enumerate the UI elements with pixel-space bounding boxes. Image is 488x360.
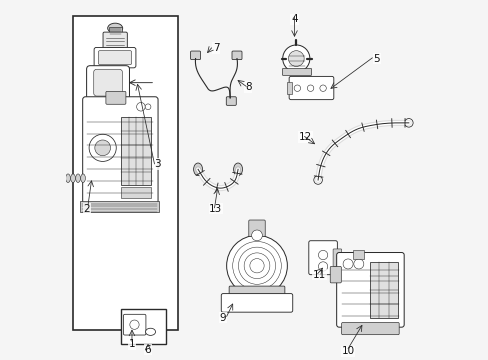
Circle shape (318, 250, 327, 260)
Bar (80, 201, 159, 212)
Circle shape (313, 176, 322, 184)
Bar (121, 117, 150, 185)
Text: 4: 4 (290, 14, 297, 24)
Circle shape (343, 259, 352, 269)
Circle shape (318, 262, 327, 271)
FancyBboxPatch shape (226, 97, 236, 105)
FancyBboxPatch shape (288, 76, 333, 100)
Circle shape (232, 242, 281, 290)
FancyBboxPatch shape (282, 68, 311, 75)
Circle shape (95, 140, 110, 156)
FancyBboxPatch shape (94, 48, 136, 68)
Text: 8: 8 (244, 82, 251, 92)
Text: 5: 5 (373, 54, 379, 64)
Text: 13: 13 (209, 203, 222, 213)
Circle shape (238, 247, 275, 284)
Circle shape (226, 235, 287, 296)
FancyBboxPatch shape (123, 314, 145, 335)
Bar (121, 309, 165, 344)
FancyBboxPatch shape (329, 266, 341, 283)
Ellipse shape (233, 163, 242, 176)
Ellipse shape (107, 23, 122, 33)
FancyBboxPatch shape (221, 294, 292, 312)
Bar (121, 187, 150, 198)
Text: 6: 6 (144, 345, 151, 355)
FancyBboxPatch shape (332, 249, 341, 266)
Circle shape (244, 253, 269, 279)
Circle shape (89, 134, 116, 161)
Bar (287, 82, 291, 94)
Bar (108, 27, 122, 35)
Ellipse shape (71, 174, 75, 183)
Bar (353, 249, 364, 258)
Circle shape (319, 85, 325, 91)
Circle shape (249, 258, 264, 273)
FancyBboxPatch shape (86, 66, 129, 100)
FancyBboxPatch shape (248, 220, 264, 237)
Circle shape (145, 104, 151, 110)
Bar (107, 47, 123, 52)
Circle shape (353, 259, 363, 269)
FancyBboxPatch shape (82, 97, 158, 204)
Circle shape (288, 51, 304, 66)
Circle shape (130, 320, 139, 329)
Ellipse shape (76, 174, 80, 183)
Text: 1: 1 (128, 339, 135, 349)
Text: 10: 10 (341, 346, 354, 356)
Ellipse shape (145, 328, 155, 336)
FancyBboxPatch shape (229, 286, 285, 297)
Text: 7: 7 (212, 43, 219, 53)
FancyBboxPatch shape (231, 51, 242, 60)
Text: 12: 12 (298, 132, 311, 142)
FancyBboxPatch shape (308, 241, 337, 275)
Circle shape (136, 103, 145, 111)
Circle shape (404, 118, 412, 127)
Ellipse shape (65, 174, 70, 183)
Text: 9: 9 (219, 312, 226, 323)
Text: 3: 3 (153, 159, 160, 169)
FancyBboxPatch shape (341, 323, 398, 335)
Circle shape (251, 230, 262, 241)
Circle shape (282, 45, 309, 72)
FancyBboxPatch shape (336, 252, 404, 327)
Ellipse shape (193, 163, 202, 176)
FancyBboxPatch shape (103, 32, 127, 49)
FancyBboxPatch shape (98, 51, 131, 64)
FancyBboxPatch shape (106, 91, 125, 104)
Bar (369, 262, 397, 318)
Circle shape (294, 85, 300, 91)
FancyBboxPatch shape (94, 69, 122, 96)
FancyBboxPatch shape (190, 51, 200, 60)
Text: 11: 11 (312, 270, 325, 280)
Circle shape (307, 85, 313, 91)
Text: 2: 2 (83, 203, 90, 213)
Bar (73, 16, 178, 330)
Ellipse shape (81, 174, 85, 183)
